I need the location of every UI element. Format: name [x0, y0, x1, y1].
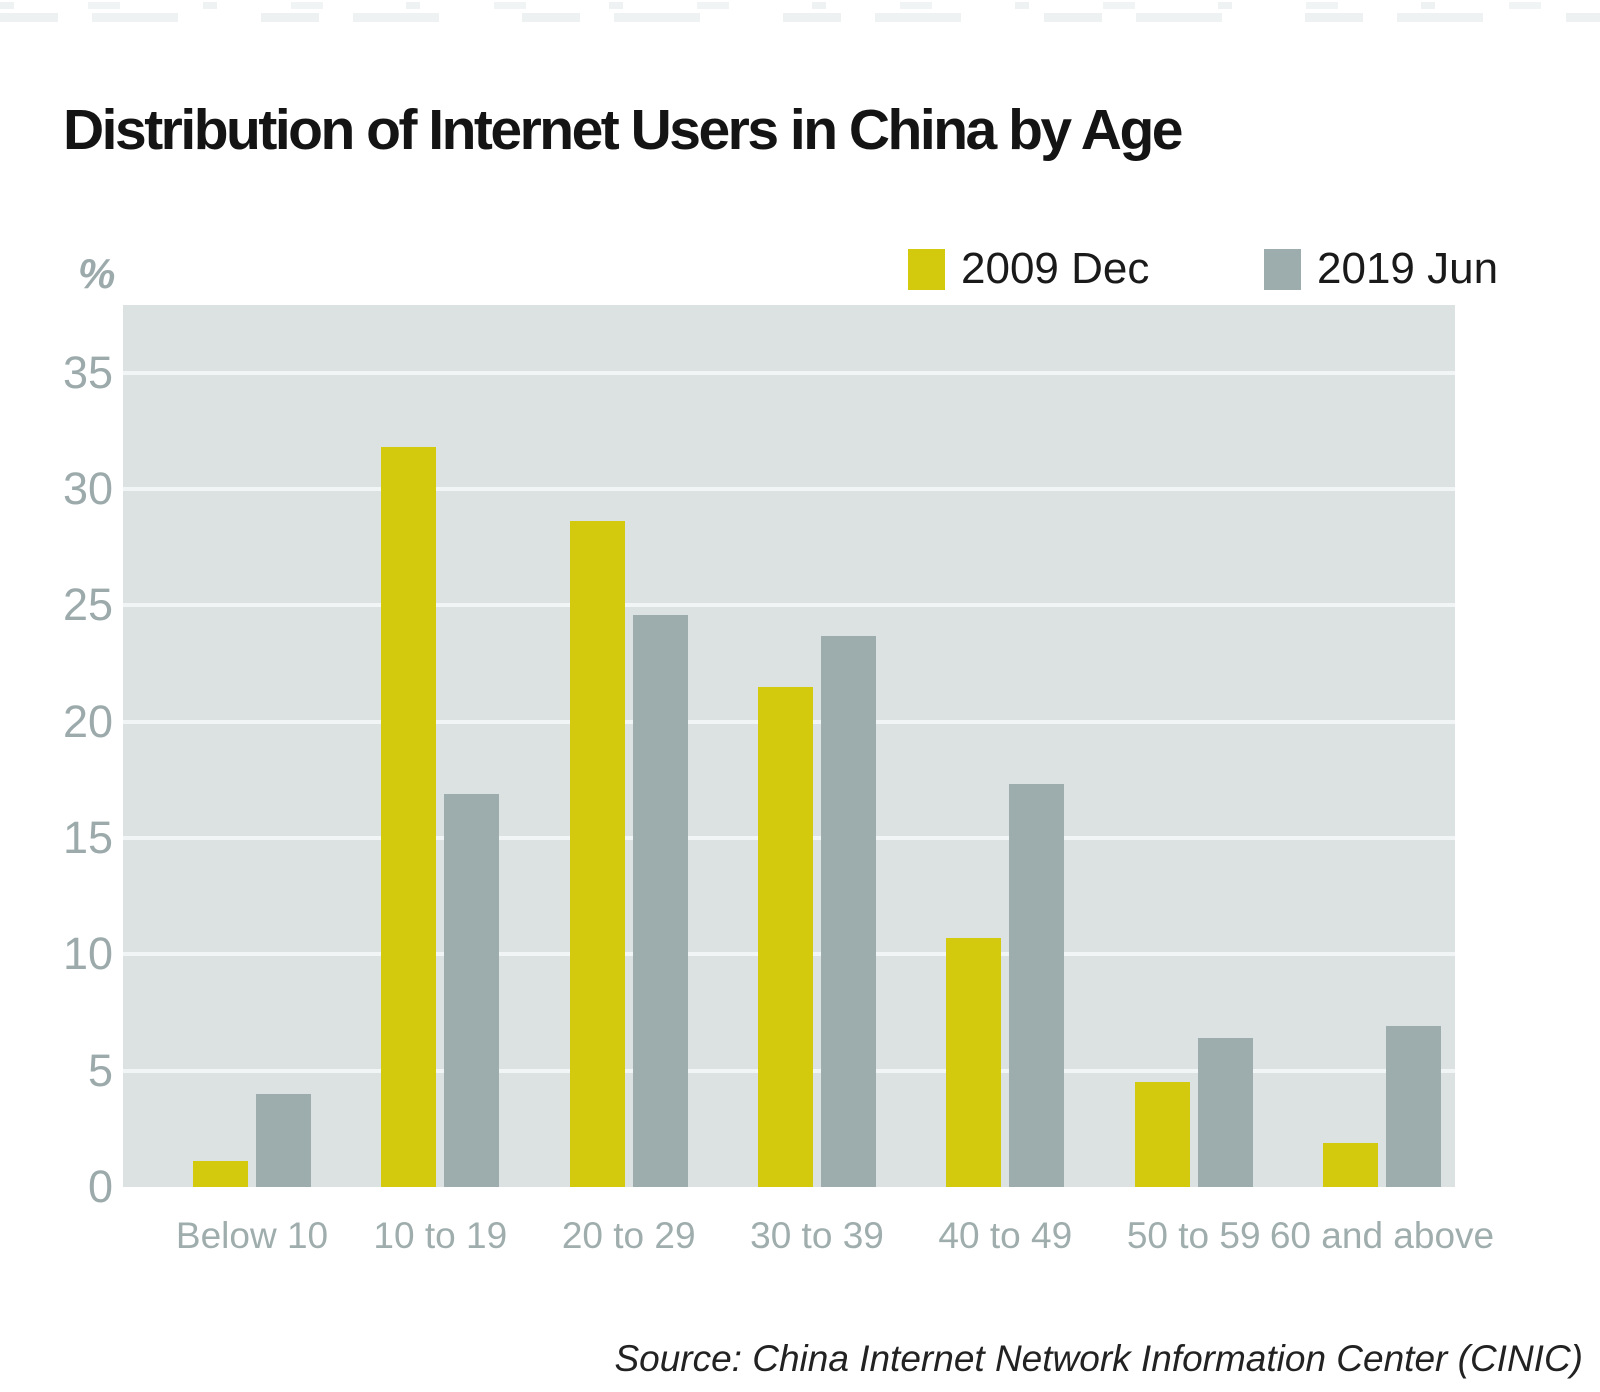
x-tick-label-50-to-59: 50 to 59 — [1126, 1215, 1261, 1256]
bar-2019-jun-10-to-19 — [444, 793, 500, 1187]
y-tick-label-5: 5 — [87, 1044, 113, 1096]
source-note: Source: China Internet Network Informati… — [614, 1338, 1583, 1379]
x-tick-label-10-to-19: 10 to 19 — [373, 1215, 508, 1256]
bar-2019-jun-30-to-39 — [821, 635, 876, 1187]
legend-label-2009-dec: 2009 Dec — [961, 244, 1150, 293]
chart-title: Distribution of Internet Users in China … — [63, 98, 1184, 162]
y-tick-label-10: 10 — [62, 928, 113, 980]
y-tick-label-30: 30 — [62, 462, 113, 514]
x-tick-label-60-and-above: 60 and above — [1269, 1215, 1495, 1256]
legend-item-2019-jun: 2019 Jun — [1264, 244, 1499, 293]
y-axis-unit-label: % — [78, 250, 116, 297]
bar-2009-dec-20-to-29 — [569, 521, 625, 1187]
gridline-30 — [123, 486, 1455, 491]
bar-2019-jun-20-to-29 — [632, 614, 688, 1187]
bar-2009-dec-60-and-above — [1323, 1142, 1378, 1187]
bar-2019-jun-below-10 — [256, 1093, 311, 1187]
x-tick-label-30-to-39: 30 to 39 — [750, 1215, 884, 1256]
legend-swatch-2009-dec — [908, 248, 945, 290]
gridline-25 — [123, 603, 1455, 608]
y-tick-label-15: 15 — [62, 811, 113, 863]
y-tick-label-0: 0 — [87, 1161, 113, 1212]
plot-area — [123, 305, 1455, 1187]
bar-2009-dec-below-10 — [193, 1161, 248, 1187]
scan-artifact-top-row2 — [0, 13, 1600, 22]
x-tick-label-below-10: Below 10 — [175, 1215, 329, 1256]
bar-2019-jun-60-and-above — [1386, 1026, 1441, 1187]
x-tick-label-20-to-29: 20 to 29 — [561, 1215, 696, 1256]
gridline-35 — [123, 370, 1455, 375]
bar-2009-dec-30-to-39 — [758, 686, 813, 1187]
legend-item-2009-dec: 2009 Dec — [908, 244, 1150, 293]
legend-swatch-2019-jun — [1264, 248, 1301, 290]
bar-2009-dec-50-to-59 — [1134, 1082, 1190, 1187]
y-tick-label-25: 25 — [62, 579, 113, 631]
x-tick-label-40-to-49: 40 to 49 — [938, 1215, 1073, 1256]
bar-2009-dec-40-to-49 — [946, 938, 1002, 1187]
scan-artifact-top-row1 — [0, 2, 1600, 9]
bar-2019-jun-40-to-49 — [1009, 784, 1065, 1187]
legend-label-2019-jun: 2019 Jun — [1317, 244, 1499, 293]
bar-2009-dec-10-to-19 — [381, 447, 437, 1187]
legend: 2009 Dec 2019 Jun — [0, 244, 1600, 293]
bar-2019-jun-50-to-59 — [1197, 1038, 1253, 1187]
y-tick-label-20: 20 — [62, 695, 113, 747]
y-tick-label-35: 35 — [62, 346, 113, 398]
